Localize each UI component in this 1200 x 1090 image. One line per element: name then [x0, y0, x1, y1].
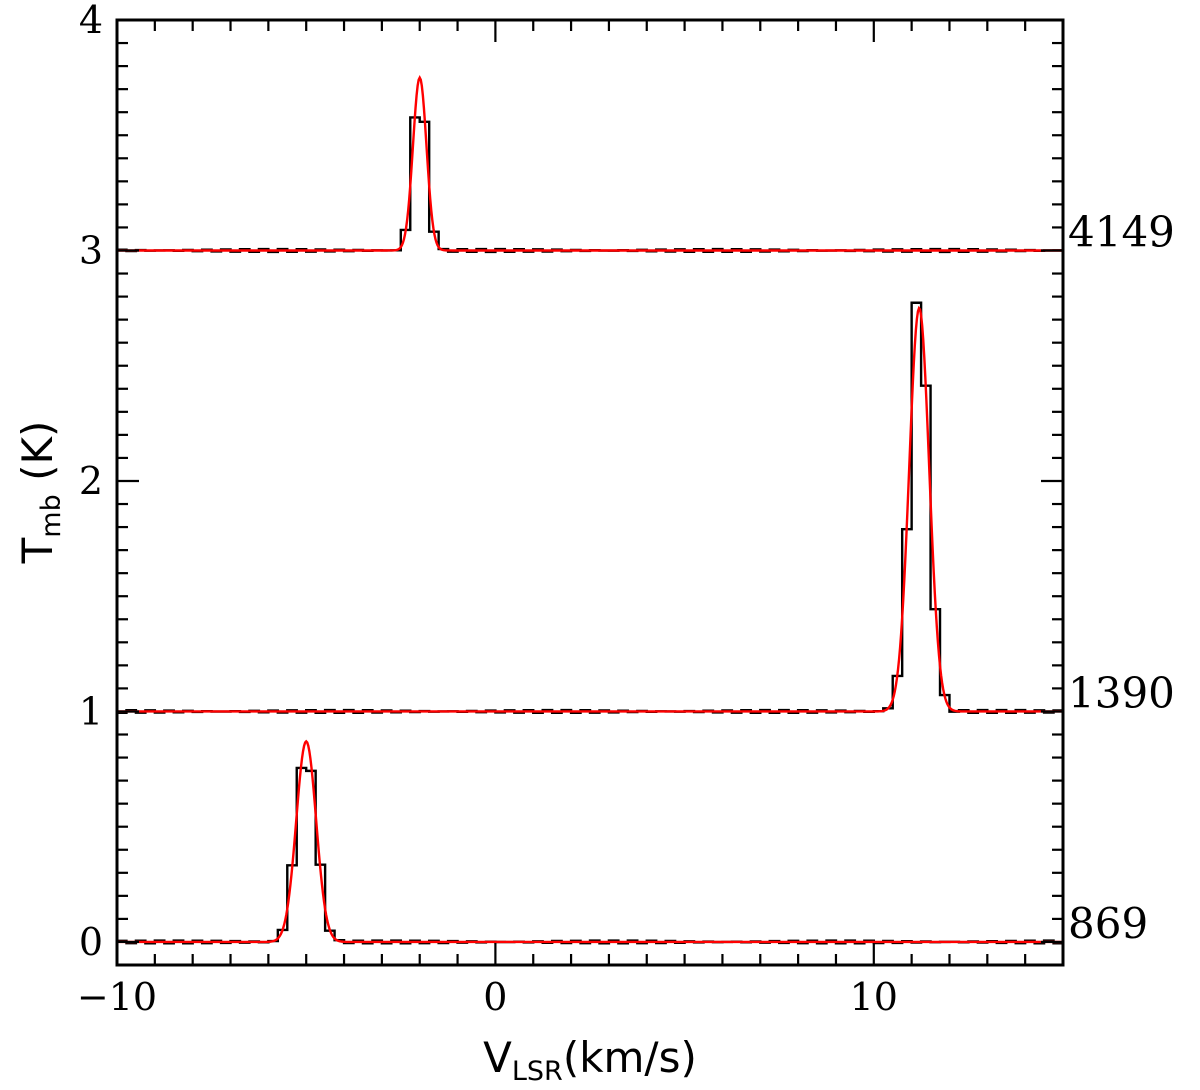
- y-tick-label: 1: [79, 689, 103, 733]
- series-label-1390: 1390: [1068, 668, 1175, 717]
- series-label-869: 869: [1068, 899, 1148, 948]
- series-label-4149: 4149: [1068, 207, 1175, 256]
- x-tick-label: 0: [483, 975, 507, 1019]
- tick-labels: −10 0 10 0 1 2 3 4: [77, 0, 898, 1019]
- observed-spectrum-4149: [117, 116, 1063, 254]
- fit-curve-4149: [117, 74, 1063, 252]
- tick-marks: [115, 18, 1065, 967]
- y-tick-label: 2: [79, 459, 103, 503]
- y-axis-title: Tmb (K): [13, 421, 67, 565]
- series-group: [117, 74, 1063, 945]
- series-labels: 4149 1390 869: [1068, 207, 1175, 947]
- y-tick-label: 4: [79, 0, 103, 42]
- fit-curve-1390: [117, 305, 1063, 713]
- x-tick-label: 10: [850, 975, 898, 1019]
- x-tick-label: −10: [77, 975, 157, 1019]
- observed-spectrum-869: [117, 766, 1063, 945]
- y-tick-label: 3: [79, 228, 103, 272]
- observed-spectrum-1390: [117, 301, 1063, 715]
- fit-curve-869: [117, 739, 1063, 944]
- x-axis-title: VLSR(km/s): [483, 1033, 697, 1085]
- plot-frame: [115, 18, 1065, 967]
- y-tick-label: 0: [79, 920, 103, 964]
